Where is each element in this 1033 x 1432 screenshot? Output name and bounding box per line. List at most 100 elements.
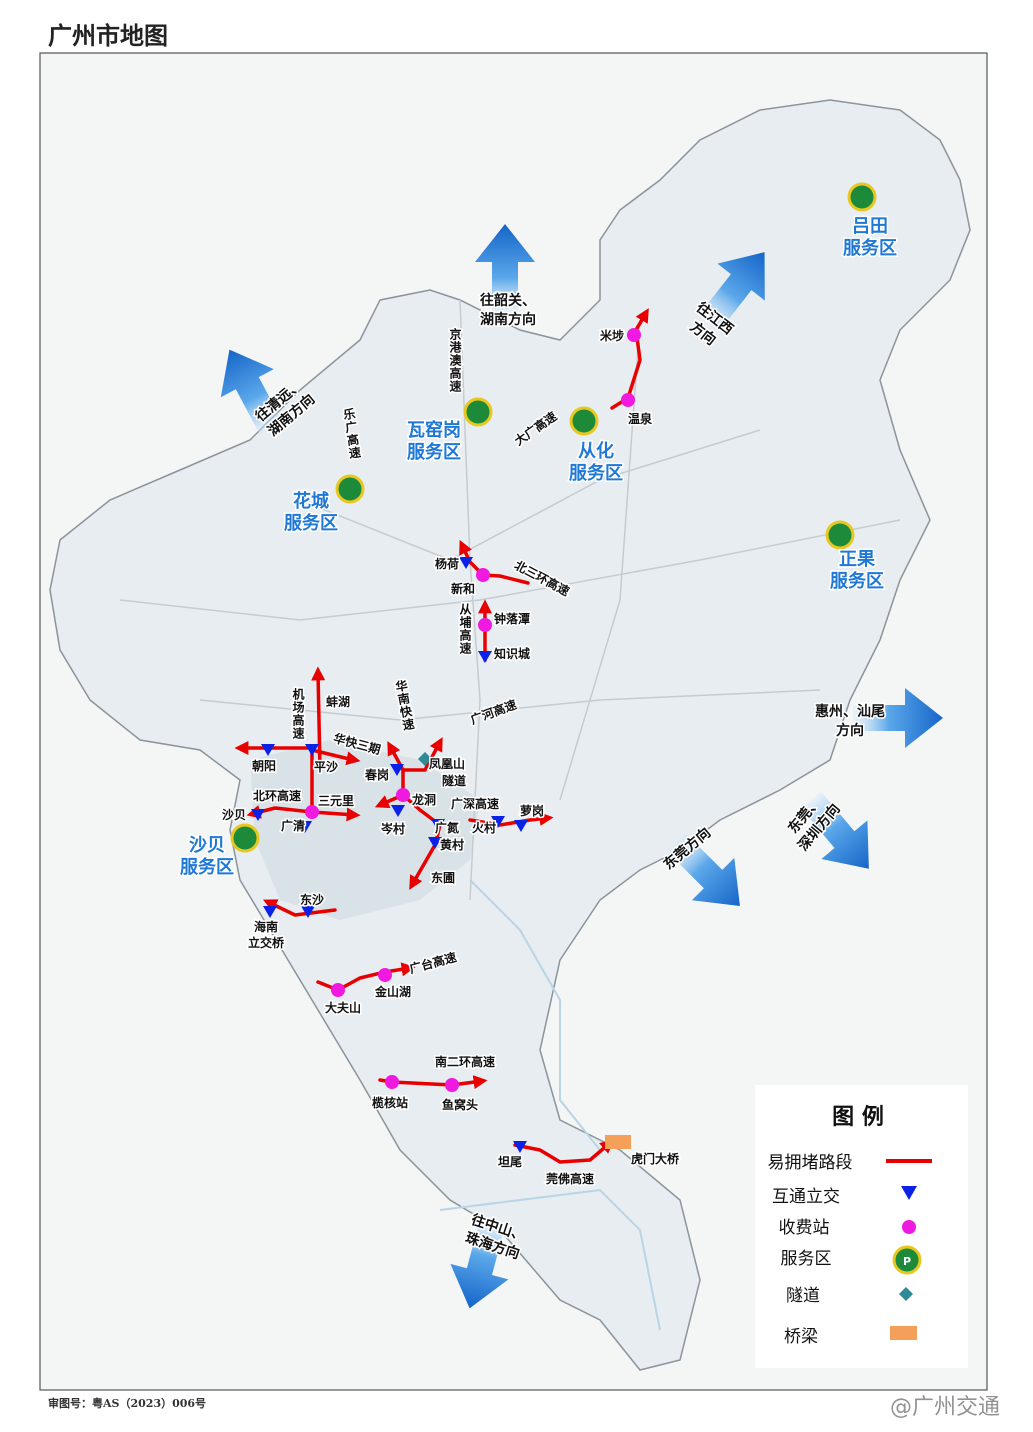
place-label: 凤凰山 [429, 756, 465, 771]
urban-area [250, 740, 480, 920]
legend-label: 服务区 [781, 1249, 832, 1269]
place-label: 温泉 [628, 411, 653, 426]
service-area-label: 瓦窑岗 [407, 419, 461, 441]
service-area-label: 服务区 [830, 570, 884, 592]
legend-symbol [902, 1220, 916, 1234]
legend-symbol [901, 1186, 917, 1200]
place-label: 广清 [281, 818, 305, 833]
place-label: 鱼窝头 [442, 1097, 478, 1112]
interchange [313, 760, 327, 772]
direction-label: 湖南方向 [480, 311, 536, 328]
interchange [261, 744, 275, 756]
congested-road [468, 811, 554, 827]
place-label: 海南 [254, 919, 278, 934]
direction-arrow [450, 1218, 509, 1309]
legend-symbol [890, 1326, 917, 1340]
interchange [478, 651, 492, 663]
congested-road [262, 899, 337, 917]
toll-station [385, 1075, 399, 1089]
service-area-icon [825, 520, 855, 550]
service-area-label: 吕田 [852, 216, 888, 237]
icon-ring [463, 397, 493, 427]
place-label: 萝岗 [520, 803, 544, 818]
road-label: 从埔高速 [458, 603, 472, 655]
watermark: @广州交通 [890, 1395, 1000, 1420]
legend-label: 桥梁 [784, 1327, 818, 1347]
place-label: 东圃 [431, 870, 455, 885]
interchange [491, 816, 505, 828]
icon-ring [230, 823, 260, 853]
interchange [391, 805, 405, 817]
place-label: 金山湖 [374, 984, 411, 999]
tunnel [418, 752, 432, 766]
service-area-icon [463, 397, 493, 427]
toll-station [378, 968, 392, 982]
toll-station [445, 1078, 459, 1092]
direction-arrow [667, 833, 740, 906]
service-area-icon [847, 182, 877, 212]
congested-road [401, 737, 443, 772]
direction-arrow [220, 349, 284, 436]
toll-station [331, 983, 345, 997]
icon-ring [825, 520, 855, 550]
road-label: 北环高速 [253, 788, 301, 803]
toll-station [621, 393, 635, 407]
interchange [298, 821, 312, 833]
interchange [428, 837, 442, 849]
congested-road [310, 807, 361, 822]
toll-station [478, 618, 492, 632]
interchange [301, 906, 315, 918]
place-label: 米埗 [600, 328, 624, 343]
service-area-label: 服务区 [180, 856, 234, 878]
toll-station [627, 328, 641, 342]
place-label: 坦尾 [498, 1155, 522, 1169]
legend-label: 互通立交 [772, 1187, 840, 1207]
congested-road [310, 748, 361, 766]
place-label: 沙贝 [222, 808, 246, 822]
svg-text:P: P [903, 1255, 911, 1268]
congested-road [316, 962, 416, 992]
legend-label: 隧道 [786, 1286, 820, 1306]
place-label: 隧道 [442, 773, 466, 788]
interchange [513, 1141, 527, 1153]
service-area-label: 沙贝 [189, 835, 225, 856]
interchange [251, 809, 265, 821]
road-label: 广深高速 [451, 796, 499, 811]
place-label: 火村 [472, 820, 496, 835]
markers [230, 182, 877, 1153]
place-label: 钟落潭 [494, 611, 530, 626]
toll-station [476, 568, 490, 582]
place-label: 大夫山 [325, 1000, 361, 1015]
icon-ring [847, 182, 877, 212]
approval-number: 审图号：粤AS（2023）006号 [48, 1396, 206, 1410]
service-area-label: 从化 [578, 440, 614, 462]
place-label: 平沙 [314, 760, 338, 774]
place-label: 立交桥 [248, 935, 285, 950]
icon-ring [335, 474, 365, 504]
place-label: 东沙 [300, 892, 324, 907]
service-area-label: 服务区 [569, 462, 623, 484]
service-area-icon [230, 823, 260, 853]
legend-symbol [899, 1287, 913, 1301]
congested-road [311, 666, 326, 772]
direction-arrow [698, 252, 765, 332]
service-area-icon [335, 474, 365, 504]
direction-label: 惠州、汕尾 [815, 703, 885, 720]
service-area-icon [569, 406, 599, 436]
place-label: 广氮 [435, 820, 459, 835]
road-label: 莞佛高速 [546, 1171, 594, 1186]
road-label: 京港澳高速 [448, 327, 462, 393]
place-label: 三元里 [318, 793, 354, 808]
legend-title: 图 例 [832, 1105, 884, 1130]
direction-arrow [801, 791, 869, 869]
direction-arrow [475, 224, 535, 314]
place-label: 岑村 [380, 821, 405, 836]
interchange [431, 819, 445, 831]
toll-station [396, 788, 410, 802]
icon-ring [569, 406, 599, 436]
service-area-label: 花城 [293, 490, 329, 512]
river [439, 879, 661, 1331]
toll-station [305, 805, 319, 819]
place-label: 黄村 [440, 837, 464, 852]
legend-symbol: P [892, 1245, 922, 1275]
